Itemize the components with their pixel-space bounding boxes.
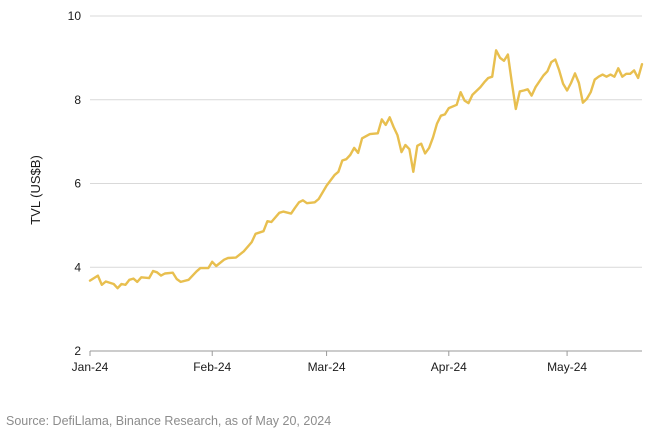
y-tick-label: 2 [74,344,81,358]
x-tick-label: May-24 [547,360,587,374]
tvl-series-line [88,49,644,290]
y-tick-label: 4 [74,260,81,274]
x-tick-label: Mar-24 [308,360,346,374]
y-axis-label: TVL (US$B) [28,155,43,225]
x-tick-label: Jan-24 [72,360,109,374]
y-tick-label: 8 [74,93,81,107]
y-tick-label: 6 [74,177,81,191]
x-tick-label: Feb-24 [193,360,231,374]
y-tick-label: 10 [68,9,82,23]
x-tick-label: Apr-24 [431,360,467,374]
source-note: Source: DefiLlama, Binance Research, as … [6,414,332,428]
x-tick-labels: Jan-24 Feb-24 Mar-24 Apr-24 May-24 [72,351,587,374]
y-tick-labels: 2 4 6 8 10 [68,9,82,358]
gridlines [90,15,642,352]
tvl-line-chart: 2 4 6 8 10 Jan-24 Feb-24 Mar-24 Apr-24 May-24 TV… [28,9,644,374]
